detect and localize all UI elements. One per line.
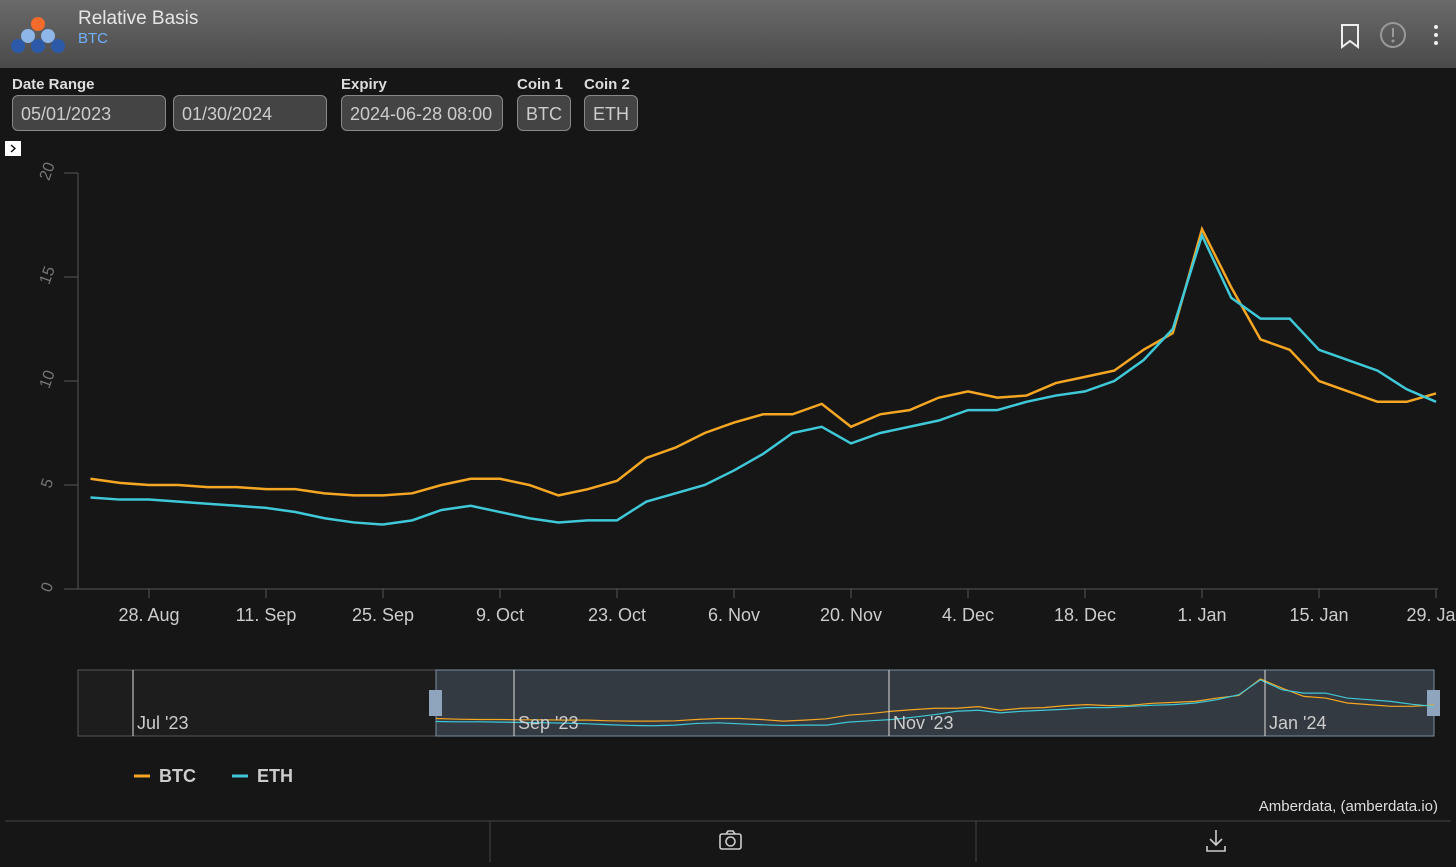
subtitle: BTC (78, 30, 108, 47)
x-tick-label: 25. Sep (352, 605, 414, 625)
navigator (77, 669, 1435, 737)
expiry[interactable]: 2024-06-28 08:00 (341, 95, 503, 131)
expiry-label: Expiry (341, 76, 387, 93)
navigator-selection[interactable] (435, 669, 1435, 737)
end-date[interactable]: 01/30/2024 (173, 95, 327, 131)
y-tick-label: 5 (38, 476, 57, 490)
x-tick-label: 23. Oct (588, 605, 646, 625)
legend-label: BTC (159, 766, 196, 786)
logo (11, 17, 65, 53)
coin1[interactable]: BTC (517, 95, 571, 131)
x-tick-label: 20. Nov (820, 605, 882, 625)
title: Relative Basis (78, 8, 199, 29)
x-tick-label: 9. Oct (476, 605, 524, 625)
legend-label: ETH (257, 766, 293, 786)
credit: Amberdata, (amberdata.io) (1259, 798, 1438, 815)
coin2-label: Coin 2 (584, 76, 630, 93)
header: Relative Basis BTC (0, 0, 1456, 68)
x-tick-label: 6. Nov (708, 605, 760, 625)
y-tick-label: 20 (37, 160, 59, 183)
x-tick-label: 4. Dec (942, 605, 994, 625)
y-tick-label: 15 (37, 264, 59, 287)
navigator-line (435, 678, 1435, 722)
coin2[interactable]: ETH (584, 95, 638, 131)
download-icon[interactable] (1206, 830, 1226, 852)
coin1-label: Coin 1 (517, 76, 563, 93)
navigator-label: Nov '23 (893, 713, 953, 733)
navigator-label: Sep '23 (518, 713, 579, 733)
x-tick-label: 28. Aug (118, 605, 179, 625)
x-tick-label: 15. Jan (1289, 605, 1348, 625)
navigator-label: Jan '24 (1269, 713, 1326, 733)
date-range-label: Date Range (12, 76, 95, 93)
sidebar-toggle[interactable] (5, 141, 21, 156)
x-tick-label: 1. Jan (1177, 605, 1226, 625)
series-line (90, 225, 1437, 497)
y-tick-label: 0 (38, 580, 57, 594)
navigator-handle[interactable] (1427, 690, 1440, 716)
camera-icon[interactable] (719, 830, 742, 850)
x-tick-label: 29. Jan (1406, 605, 1456, 625)
x-tick-label: 18. Dec (1054, 605, 1116, 625)
navigator-line (435, 679, 1435, 727)
navigator-label: Jul '23 (137, 713, 188, 733)
start-date[interactable]: 05/01/2023 (12, 95, 166, 131)
header-icons[interactable] (1326, 0, 1456, 68)
x-tick-label: 11. Sep (236, 605, 297, 625)
y-tick-label: 10 (37, 368, 59, 391)
navigator-handle[interactable] (429, 690, 442, 716)
series-line (90, 231, 1437, 526)
